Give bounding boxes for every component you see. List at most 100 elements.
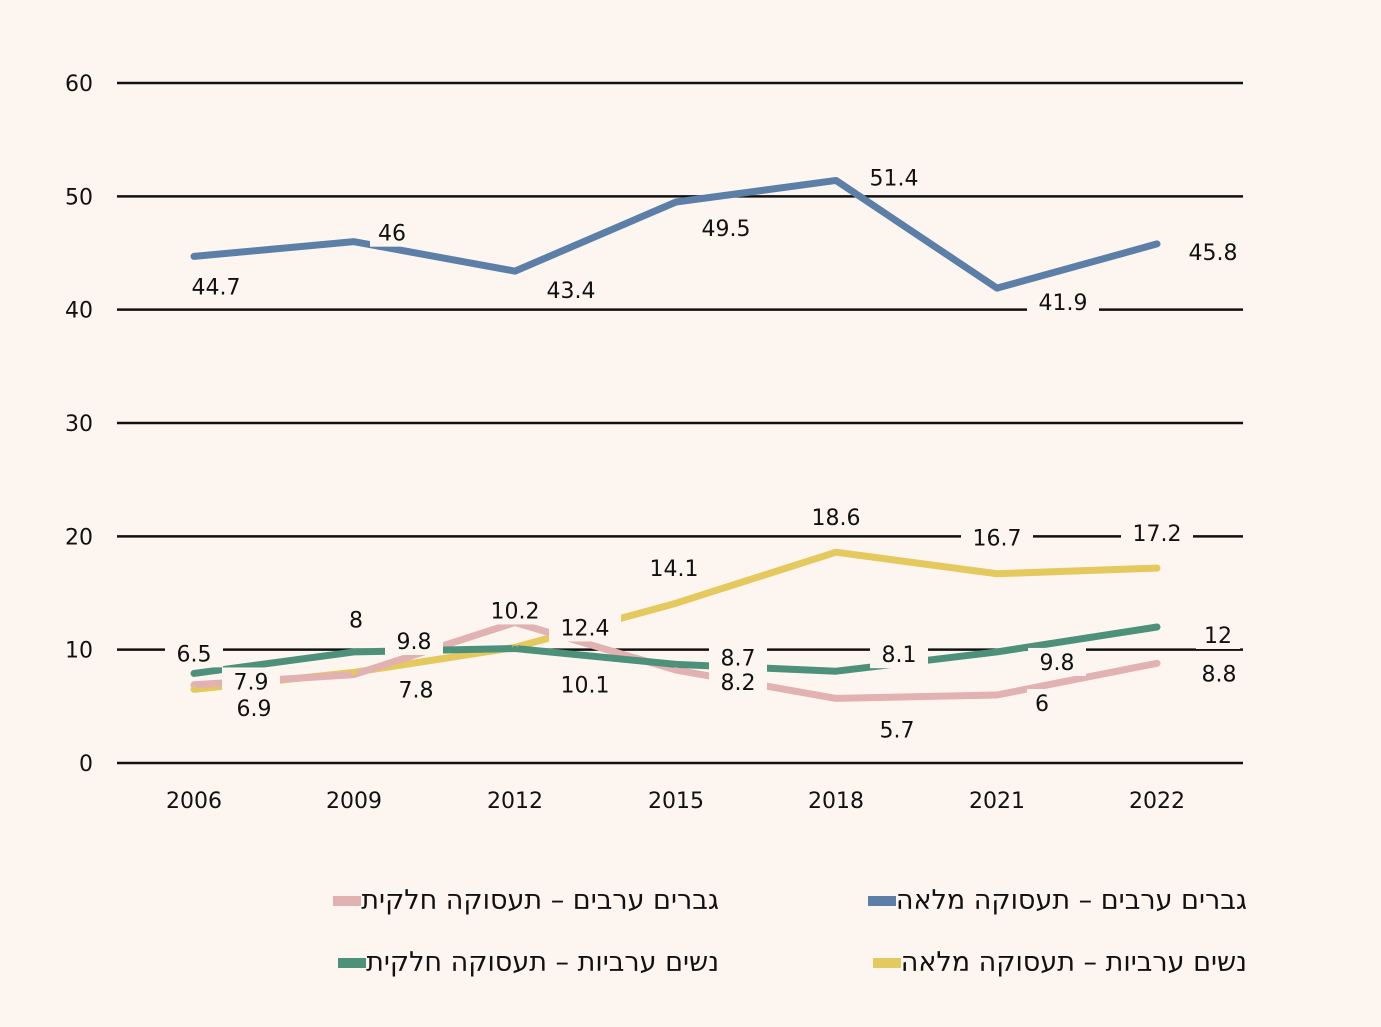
data-label-bg	[1177, 237, 1249, 266]
data-label-bg	[1190, 659, 1248, 688]
data-label-women-part: 12	[1204, 624, 1232, 649]
data-point-men-full	[994, 285, 1000, 292]
y-tick-label: 20	[65, 525, 93, 550]
data-label-women-part: 8.1	[882, 643, 917, 668]
data-point-men-part	[994, 692, 1000, 698]
gridlines	[117, 81, 1243, 765]
data-label-bg	[222, 667, 280, 696]
y-tick-label: 50	[65, 185, 93, 210]
data-label-bg	[870, 640, 928, 669]
data-point-women-full	[351, 669, 357, 676]
data-label-bg	[800, 503, 872, 532]
y-tick-label: 0	[79, 752, 93, 777]
data-point-women-full	[191, 686, 197, 693]
data-label-bg	[1028, 647, 1086, 676]
data-label-bg	[709, 668, 767, 697]
data-label-bg	[858, 163, 930, 192]
data-label-men-part: 12.4	[561, 616, 610, 641]
data-label-bg	[387, 675, 445, 704]
data-label-women-part: 9.8	[1040, 651, 1075, 676]
data-point-women-full	[994, 570, 1000, 577]
data-point-men-full	[351, 238, 357, 245]
series-line-men-part	[190, 618, 1161, 702]
data-label-women-part: 8.7	[721, 646, 756, 671]
data-label-men-full: 43.4	[547, 279, 596, 304]
x-tick-label: 2006	[166, 789, 222, 814]
data-label-women-part: 10.1	[561, 674, 610, 699]
data-label-women-full: 16.7	[973, 527, 1022, 552]
data-label-men-full: 44.7	[192, 275, 241, 300]
data-point-women-part	[833, 668, 839, 675]
data-label-women-part: 7.9	[234, 670, 269, 695]
data-label-men-full: 45.8	[1189, 241, 1238, 266]
x-tick-label: 2021	[969, 789, 1025, 814]
data-label-bg	[165, 639, 223, 668]
data-point-women-part	[673, 661, 679, 668]
data-point-women-full	[673, 600, 679, 607]
data-label-bg	[1196, 621, 1240, 649]
data-point-men-full	[673, 199, 679, 205]
data-label-bg	[868, 715, 926, 744]
data-labels: 44.7 46 43.4 49.5 51.4 41.9 45.8 6.9 7.8 12.4 8.2 5…	[165, 163, 1249, 744]
data-label-men-full: 41.9	[1039, 291, 1088, 316]
data-label-men-full: 49.5	[702, 217, 751, 242]
x-tick-label: 2018	[808, 789, 864, 814]
data-label-bg	[385, 626, 443, 655]
data-label-bg	[549, 670, 621, 699]
x-axis: 2006 2009 2012 2015 2018 2021 2022	[166, 789, 1185, 814]
data-point-men-full	[833, 177, 839, 184]
y-axis: 0 10 20 30 40 50 60	[65, 72, 93, 777]
data-label-men-part: 8.2	[721, 671, 756, 696]
x-tick-label: 2015	[648, 789, 704, 814]
data-point-women-part	[994, 648, 1000, 655]
data-label-women-full: 17.2	[1133, 522, 1182, 547]
y-tick-label: 60	[65, 72, 93, 97]
data-point-men-full	[191, 253, 197, 260]
data-point-women-full	[1154, 565, 1160, 572]
data-label-men-part: 5.7	[880, 718, 915, 743]
data-point-men-full	[512, 268, 518, 275]
data-label-men-part: 8.8	[1202, 662, 1237, 687]
data-point-men-part	[673, 667, 679, 674]
data-label-women-part: 9.8	[397, 630, 432, 655]
data-label-bg	[961, 523, 1033, 552]
data-point-men-part	[1154, 660, 1160, 667]
series-lines	[190, 176, 1161, 702]
data-label-bg	[1027, 288, 1099, 317]
data-label-men-full: 51.4	[870, 166, 919, 191]
data-label-women-full: 6.5	[177, 642, 212, 667]
x-tick-label: 2012	[487, 789, 543, 814]
data-point-women-part	[191, 670, 197, 677]
data-point-women-part	[512, 645, 518, 652]
data-label-bg	[180, 272, 252, 301]
data-point-men-part	[833, 695, 839, 702]
x-tick-label: 2022	[1129, 789, 1185, 814]
data-label-bg	[479, 596, 551, 625]
data-label-bg	[1121, 519, 1193, 548]
y-tick-label: 10	[65, 639, 93, 664]
data-label-women-full: 18.6	[812, 506, 861, 531]
data-label-bg	[535, 276, 607, 305]
data-label-bg	[225, 693, 283, 722]
y-tick-label: 40	[65, 299, 93, 324]
data-label-bg	[549, 613, 621, 642]
data-point-women-full	[833, 549, 839, 556]
data-label-bg	[341, 605, 371, 634]
data-label-men-part: 7.8	[399, 679, 434, 704]
data-label-bg	[1027, 689, 1057, 717]
data-label-bg	[709, 643, 767, 672]
x-tick-label: 2009	[326, 789, 382, 814]
data-point-women-part	[351, 648, 357, 655]
data-label-women-full: 14.1	[650, 557, 699, 582]
data-label-men-part: 6.9	[237, 697, 272, 722]
data-point-men-part	[191, 681, 197, 688]
y-tick-label: 30	[65, 412, 93, 437]
data-label-bg	[370, 218, 414, 247]
data-point-women-part	[1154, 624, 1160, 630]
data-label-men-part: 6	[1035, 692, 1049, 717]
data-label-bg	[638, 554, 710, 583]
data-label-bg	[690, 214, 762, 242]
data-label-women-full: 10.2	[491, 599, 540, 624]
data-point-men-full	[1154, 240, 1160, 247]
